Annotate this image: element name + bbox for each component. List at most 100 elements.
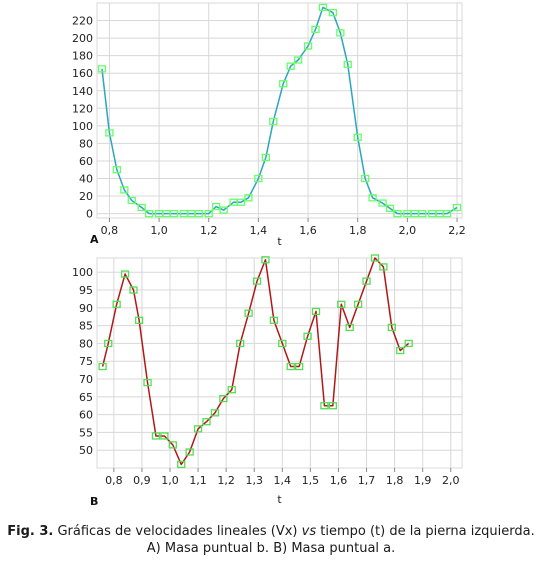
x-tick-label: 1,2 <box>200 224 218 237</box>
data-point <box>368 194 377 202</box>
data-point <box>261 153 270 162</box>
data-point <box>404 339 413 348</box>
y-tick-label: 80 <box>79 137 93 150</box>
data-point <box>244 194 253 202</box>
x-tick-label: 0,8 <box>101 224 119 237</box>
y-tick-label: 75 <box>79 355 93 368</box>
x-tick-label: 2,0 <box>442 474 460 487</box>
y-tick-label: 220 <box>72 15 93 28</box>
panel-label: B <box>90 495 98 508</box>
data-point <box>286 62 295 70</box>
figure-caption: Fig. 3. Gráficas de velocidades lineales… <box>0 523 542 557</box>
caption-part2: tiempo (t) de la pierna izquierda. <box>316 524 535 539</box>
chart-b: 50 55 60 65 70 75 80 85 90 95 100 0,8 0,9 1,0 1,1 1,2 1,… <box>72 254 463 508</box>
y-tick-label: 0 <box>86 208 93 221</box>
x-tick-label: 1,1 <box>189 474 207 487</box>
data-point <box>185 448 194 456</box>
data-point <box>98 362 107 371</box>
x-axis-label: t <box>277 235 282 248</box>
caption-part1: Gráficas de velocidades lineales (Vx) <box>53 524 302 539</box>
y-tick-label: 180 <box>72 50 93 63</box>
data-point <box>169 209 179 218</box>
x-tick-label: 1,8 <box>349 224 367 237</box>
x-tick-label: 1,3 <box>245 474 263 487</box>
data-point <box>345 323 354 332</box>
data-point <box>370 254 380 262</box>
data-point <box>127 196 136 205</box>
data-point <box>204 209 213 218</box>
y-tick-label: 160 <box>72 67 93 80</box>
data-point <box>219 206 228 214</box>
y-tick-label: 120 <box>72 102 93 115</box>
data-point <box>134 316 144 324</box>
data-point <box>311 25 320 33</box>
data-point <box>252 277 262 285</box>
y-tick-label: 40 <box>79 173 93 186</box>
y-tick-label: 90 <box>79 302 93 315</box>
data-point <box>393 209 402 218</box>
data-point <box>336 29 345 37</box>
data-point <box>236 339 245 348</box>
x-tick-label: 1,7 <box>358 474 376 487</box>
data-point <box>452 203 462 212</box>
data-point <box>442 209 452 218</box>
figure-canvas: 0 20 40 60 80 100 120 140 160 180 200 220 0,8 1,0 1,2 1… <box>72 2 466 508</box>
data-point <box>112 166 122 174</box>
data-point <box>303 332 312 340</box>
data-point <box>362 277 371 285</box>
data-point <box>385 204 395 212</box>
data-point <box>120 270 130 278</box>
data-point <box>137 203 146 212</box>
data-point <box>379 263 388 271</box>
series-line <box>101 257 410 466</box>
data-point <box>303 42 313 50</box>
y-tick-label: 60 <box>79 409 93 422</box>
data-point <box>168 441 177 449</box>
data-point <box>418 209 427 218</box>
x-tick-label: 1,4 <box>250 224 268 237</box>
data-point <box>328 402 337 410</box>
data-point <box>278 339 287 348</box>
data-point <box>210 409 220 417</box>
y-tick-label: 50 <box>79 444 93 457</box>
data-point <box>353 133 362 141</box>
data-point <box>151 432 161 440</box>
data-point <box>177 460 186 469</box>
x-tick-label: 1,4 <box>274 474 292 487</box>
y-tick-label: 65 <box>79 391 93 404</box>
data-point <box>194 209 203 218</box>
data-point <box>244 309 253 317</box>
data-point <box>295 362 304 371</box>
data-point <box>318 3 328 12</box>
caption-italic: vs <box>301 524 317 539</box>
data-point <box>105 129 114 137</box>
data-point <box>144 209 154 218</box>
y-tick-label: 85 <box>79 320 93 333</box>
data-point <box>378 199 387 207</box>
data-point <box>286 362 295 371</box>
series-line <box>101 6 458 215</box>
data-point <box>311 307 321 316</box>
data-point <box>202 418 211 426</box>
data-point <box>97 65 107 73</box>
x-tick-label: 0,9 <box>133 474 151 487</box>
x-tick-label: 1,5 <box>302 474 320 487</box>
data-point <box>129 286 138 294</box>
data-point <box>236 198 246 206</box>
data-point <box>396 346 405 355</box>
data-point <box>193 425 203 433</box>
panel-label: A <box>90 233 99 246</box>
y-tick-label: 100 <box>72 120 93 133</box>
data-point <box>261 256 270 264</box>
data-point <box>343 60 352 69</box>
x-tick-label: 1,8 <box>386 474 404 487</box>
x-tick-label: 1,0 <box>161 474 179 487</box>
caption-fig-label: Fig. 3. <box>7 524 54 539</box>
data-point <box>337 300 346 308</box>
y-tick-label: 70 <box>79 373 93 386</box>
y-tick-label: 55 <box>79 426 93 439</box>
data-point <box>112 300 121 308</box>
data-point <box>293 56 303 64</box>
data-point <box>387 323 396 332</box>
plot-area <box>96 257 463 469</box>
